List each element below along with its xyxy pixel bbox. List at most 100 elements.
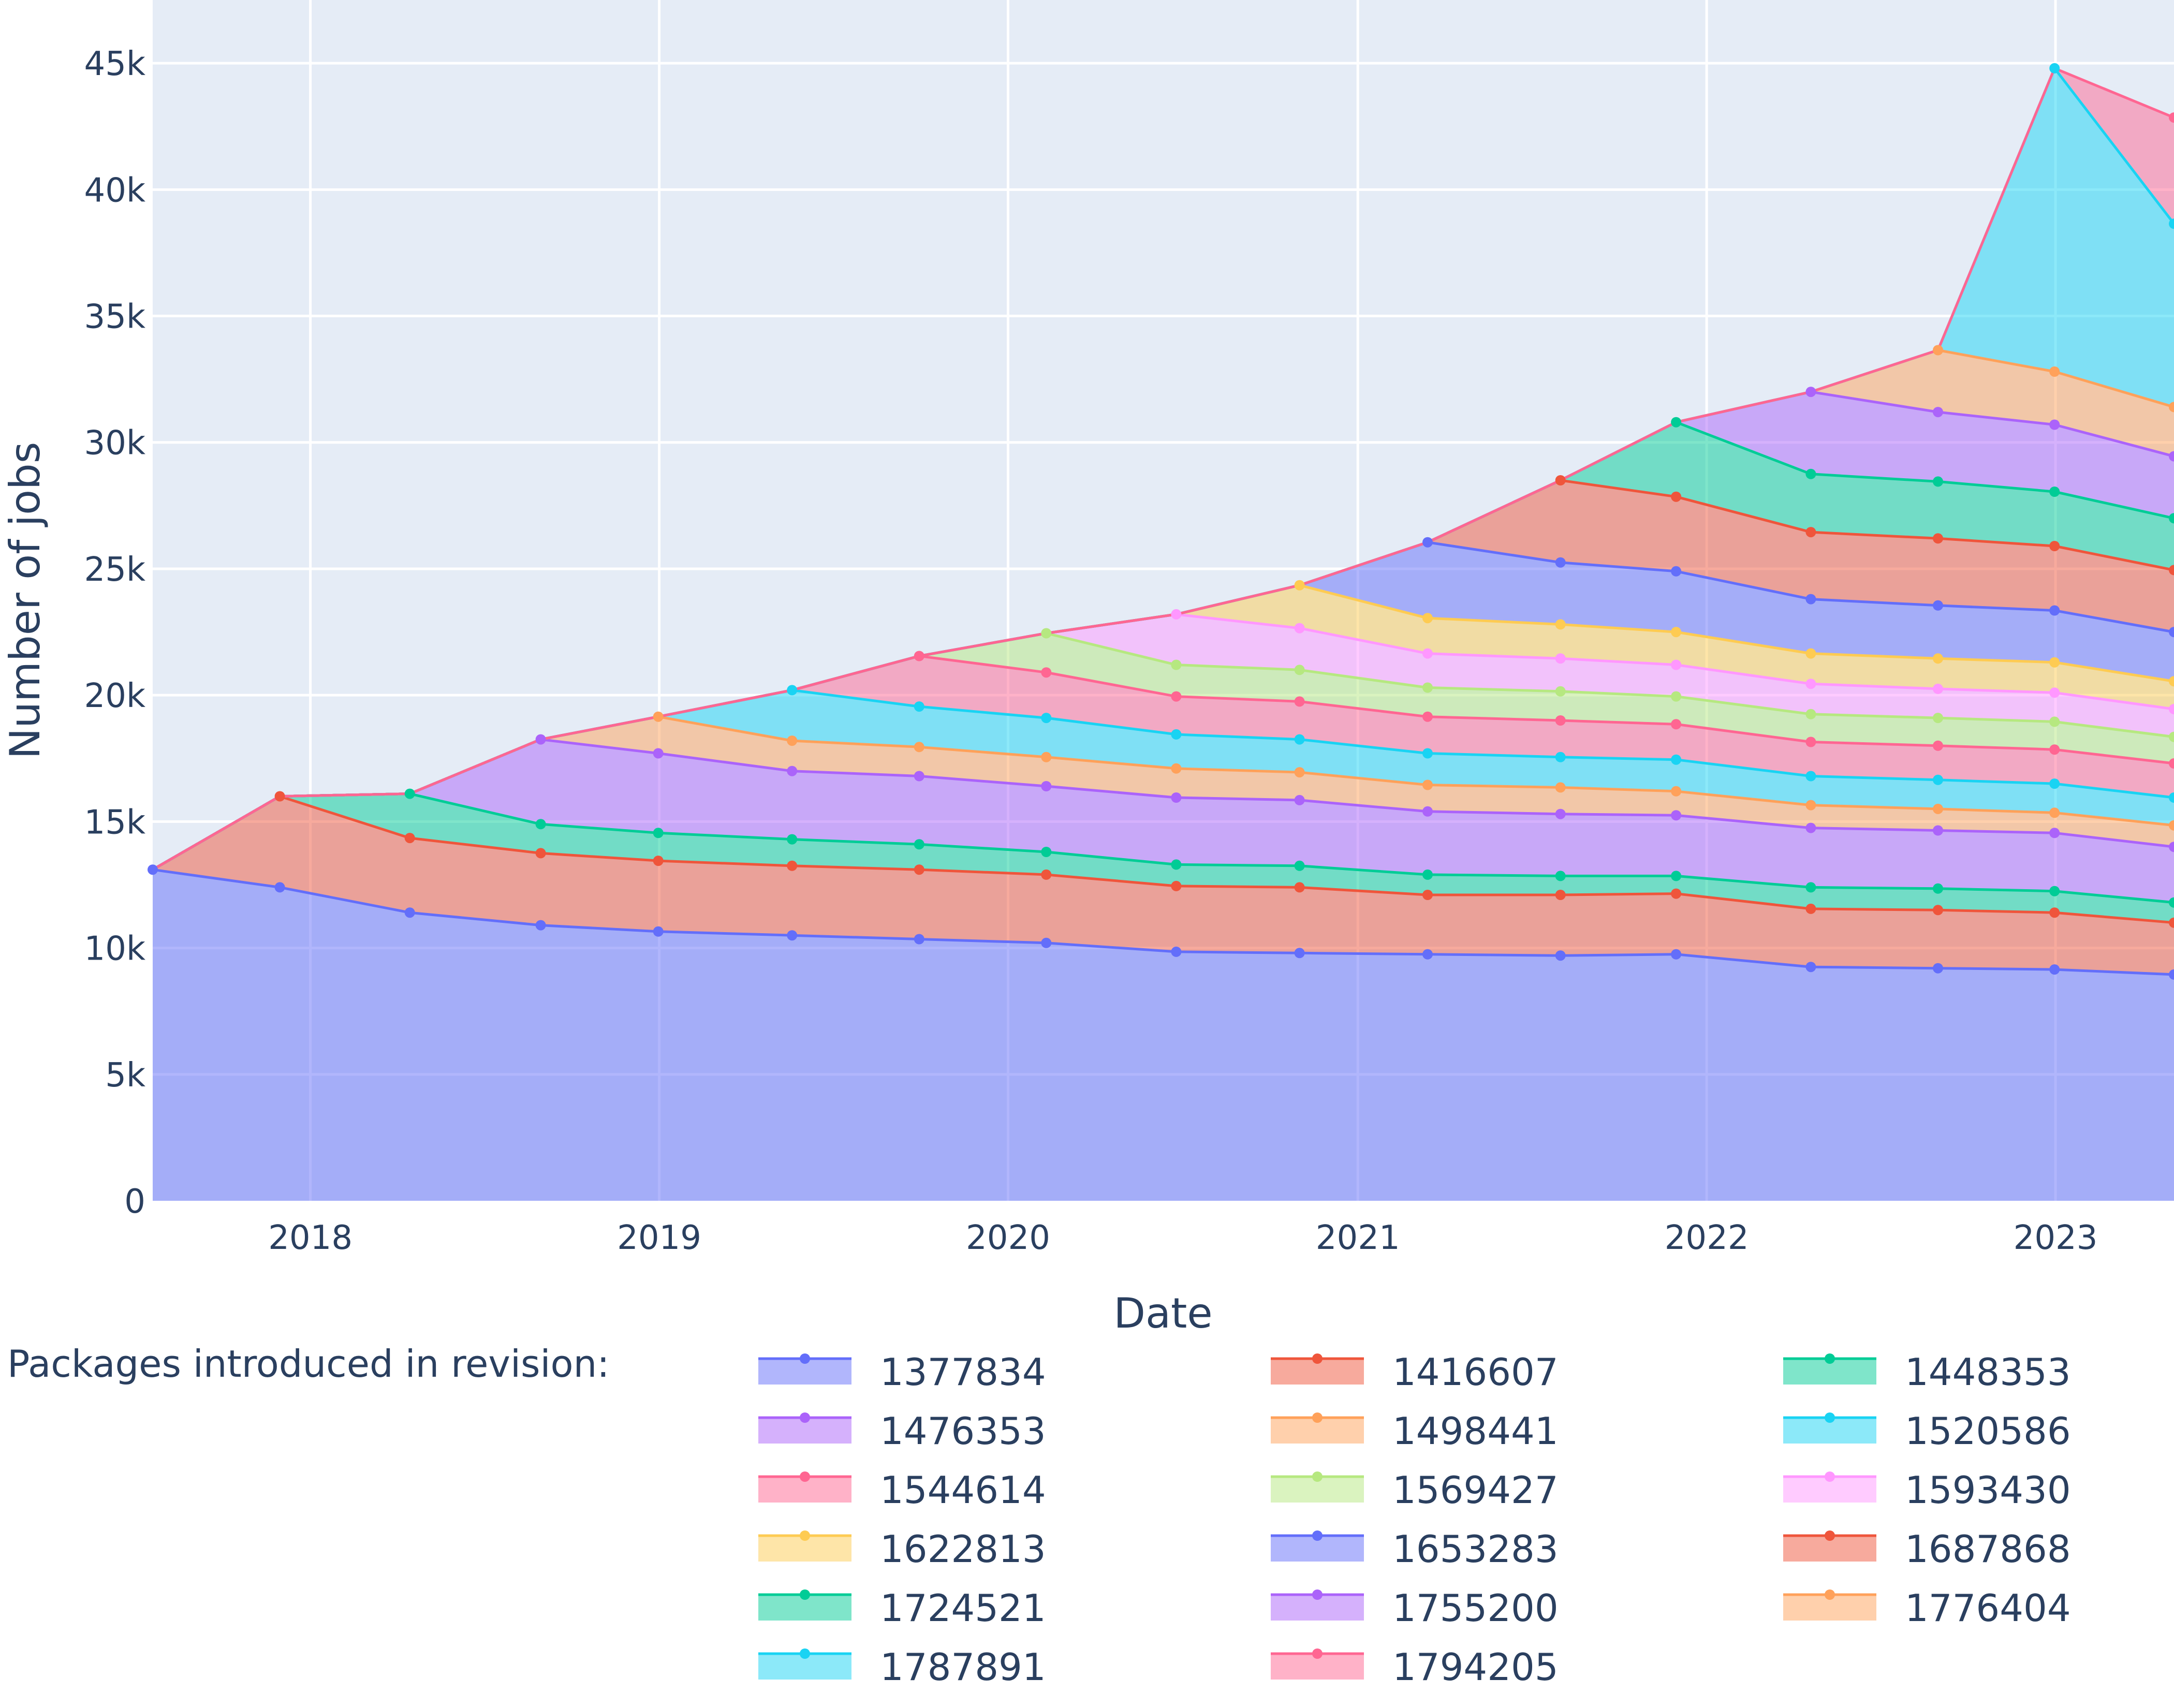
point-1544614 <box>1294 696 1305 707</box>
area-series-1448353 <box>153 793 2174 923</box>
legend-title: Packages introduced in revision: <box>7 1342 610 1386</box>
legend-label: 1787891 <box>880 1645 1046 1689</box>
point-1448353 <box>1555 871 1566 881</box>
y-tick-label: 35k <box>84 298 146 336</box>
legend-item-1520586[interactable]: 1520586 <box>1783 1409 2071 1453</box>
point-1544614 <box>1933 740 1943 751</box>
legend-item-1448353[interactable]: 1448353 <box>1783 1350 2071 1394</box>
legend-item-1569427[interactable]: 1569427 <box>1271 1468 1559 1512</box>
point-1724521 <box>2169 513 2174 524</box>
point-1622813 <box>1805 648 1816 659</box>
point-1520586 <box>914 701 924 712</box>
point-1377834 <box>787 930 798 941</box>
legend-item-1755200[interactable]: 1755200 <box>1271 1586 1559 1630</box>
area-series-1476353 <box>153 739 2174 903</box>
legend-item-1476353[interactable]: 1476353 <box>758 1409 1046 1453</box>
legend-item-1593430[interactable]: 1593430 <box>1783 1468 2071 1512</box>
point-1593430 <box>1555 653 1566 664</box>
legend-label: 1687868 <box>1905 1527 2071 1571</box>
point-1476353 <box>1294 794 1305 805</box>
legend-item-1544614[interactable]: 1544614 <box>758 1468 1046 1512</box>
legend-item-1787891[interactable]: 1787891 <box>758 1645 1046 1689</box>
point-1377834 <box>404 907 415 918</box>
y-tick-label: 5k <box>105 1056 145 1095</box>
point-1416607 <box>274 791 285 802</box>
point-1416607 <box>2049 907 2060 918</box>
legend-marker <box>1825 1353 1835 1364</box>
legend-item-1776404[interactable]: 1776404 <box>1783 1586 2071 1630</box>
legend-marker <box>1825 1530 1835 1541</box>
point-1476353 <box>653 748 664 759</box>
point-1416607 <box>404 833 415 844</box>
point-1448353 <box>2169 897 2174 908</box>
area-series-1377834 <box>153 870 2174 1201</box>
point-1544614 <box>1422 711 1433 722</box>
point-1544614 <box>1805 737 1816 747</box>
point-1755200 <box>1933 407 1943 418</box>
point-1476353 <box>535 734 546 745</box>
legend-label: 1755200 <box>1392 1586 1559 1630</box>
point-1416607 <box>1294 882 1305 893</box>
legend-item-1653283[interactable]: 1653283 <box>1271 1527 1559 1571</box>
legend-item-1416607[interactable]: 1416607 <box>1271 1350 1559 1394</box>
legend-item-1498441[interactable]: 1498441 <box>1271 1409 1559 1453</box>
point-1653283 <box>1422 537 1433 548</box>
point-1569427 <box>1933 713 1943 724</box>
point-1787891 <box>2169 218 2174 229</box>
legend-item-1794205[interactable]: 1794205 <box>1271 1645 1559 1689</box>
area-series-1569427 <box>153 633 2174 870</box>
point-1498441 <box>2169 820 2174 831</box>
point-1416607 <box>1041 869 1052 880</box>
point-1653283 <box>2169 627 2174 638</box>
point-1498441 <box>1805 800 1816 811</box>
point-1755200 <box>1805 387 1816 397</box>
legend-item-1622813[interactable]: 1622813 <box>758 1527 1046 1571</box>
x-tick-label: 2023 <box>2014 1219 2098 1257</box>
point-1593430 <box>1933 683 1943 694</box>
area-series-1653283 <box>153 542 2174 870</box>
legend-label: 1593430 <box>1905 1468 2071 1512</box>
point-1448353 <box>404 788 415 799</box>
y-axis-title: Number of jobs <box>1 442 49 759</box>
point-1498441 <box>914 742 924 753</box>
y-tick-label: 0 <box>124 1183 145 1221</box>
point-1377834 <box>1041 937 1052 948</box>
point-1687868 <box>1555 475 1566 485</box>
point-1476353 <box>2169 842 2174 852</box>
point-1776404 <box>2049 366 2060 377</box>
point-1520586 <box>1171 729 1182 740</box>
legend-item-1377834[interactable]: 1377834 <box>758 1350 1046 1394</box>
point-1448353 <box>1933 883 1943 894</box>
point-1544614 <box>1041 667 1052 678</box>
legend-label: 1544614 <box>880 1468 1046 1512</box>
point-1448353 <box>535 819 546 830</box>
point-1377834 <box>535 920 546 931</box>
point-1520586 <box>1422 748 1433 759</box>
legend-item-1724521[interactable]: 1724521 <box>758 1586 1046 1630</box>
x-tick-labels: 2018 2019 2020 2021 2022 2023 <box>268 1219 2097 1257</box>
legend-marker <box>800 1412 810 1423</box>
point-1593430 <box>2049 687 2060 698</box>
point-1416607 <box>914 864 924 875</box>
legend-marker <box>1825 1589 1835 1600</box>
legend-marker <box>1312 1412 1323 1423</box>
point-1416607 <box>2169 917 2174 928</box>
legend-item-1687868[interactable]: 1687868 <box>1783 1527 2071 1571</box>
point-1755200 <box>2049 419 2060 430</box>
point-1569427 <box>1041 628 1052 639</box>
point-1448353 <box>1671 871 1682 881</box>
point-1724521 <box>1671 417 1682 428</box>
legend-marker <box>1312 1530 1323 1541</box>
point-1377834 <box>2169 969 2174 980</box>
area-series-1776404 <box>153 350 2174 870</box>
point-1687868 <box>1671 491 1682 502</box>
point-1794205 <box>2169 112 2174 123</box>
point-1520586 <box>2049 778 2060 789</box>
legend-marker <box>1312 1648 1323 1659</box>
point-1416607 <box>1671 888 1682 899</box>
point-1724521 <box>2049 487 2060 497</box>
x-tick-label: 2021 <box>1316 1219 1400 1257</box>
point-1569427 <box>2049 716 2060 727</box>
point-1476353 <box>1041 781 1052 791</box>
